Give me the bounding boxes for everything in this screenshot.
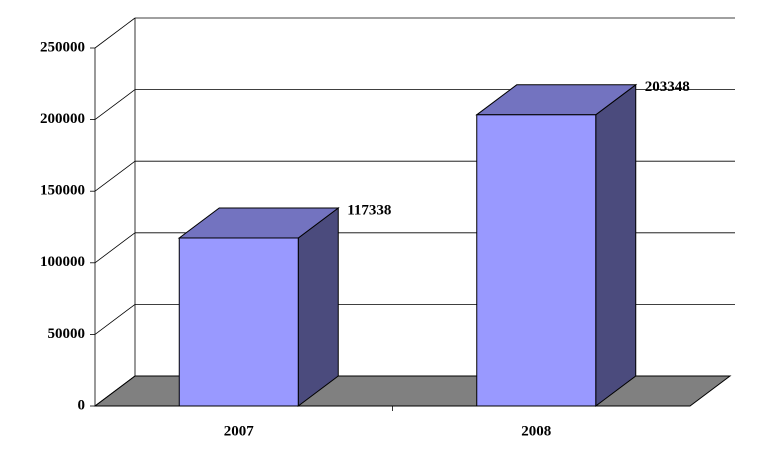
y-tick-label: 100000 <box>40 254 85 270</box>
y-tick-label: 200000 <box>40 111 85 127</box>
wall-tick <box>94 160 136 192</box>
y-tick-label: 0 <box>78 397 86 413</box>
bar <box>178 237 299 407</box>
bar-side <box>595 83 637 407</box>
value-label: 117338 <box>347 202 391 218</box>
y-tick-label: 250000 <box>40 39 85 55</box>
wall-tick <box>94 232 136 264</box>
y-tick-label: 150000 <box>40 183 85 199</box>
value-label: 203348 <box>645 79 690 95</box>
wall-tick <box>94 375 136 407</box>
wall-tick <box>94 17 136 49</box>
y-tick-label: 50000 <box>48 326 86 342</box>
wall-tick <box>94 89 136 120</box>
bar <box>476 114 597 407</box>
bar-side <box>297 206 339 407</box>
x-tick-label: 2007 <box>224 423 255 439</box>
wall-tick <box>94 304 136 335</box>
x-tick-label: 2008 <box>521 423 551 439</box>
